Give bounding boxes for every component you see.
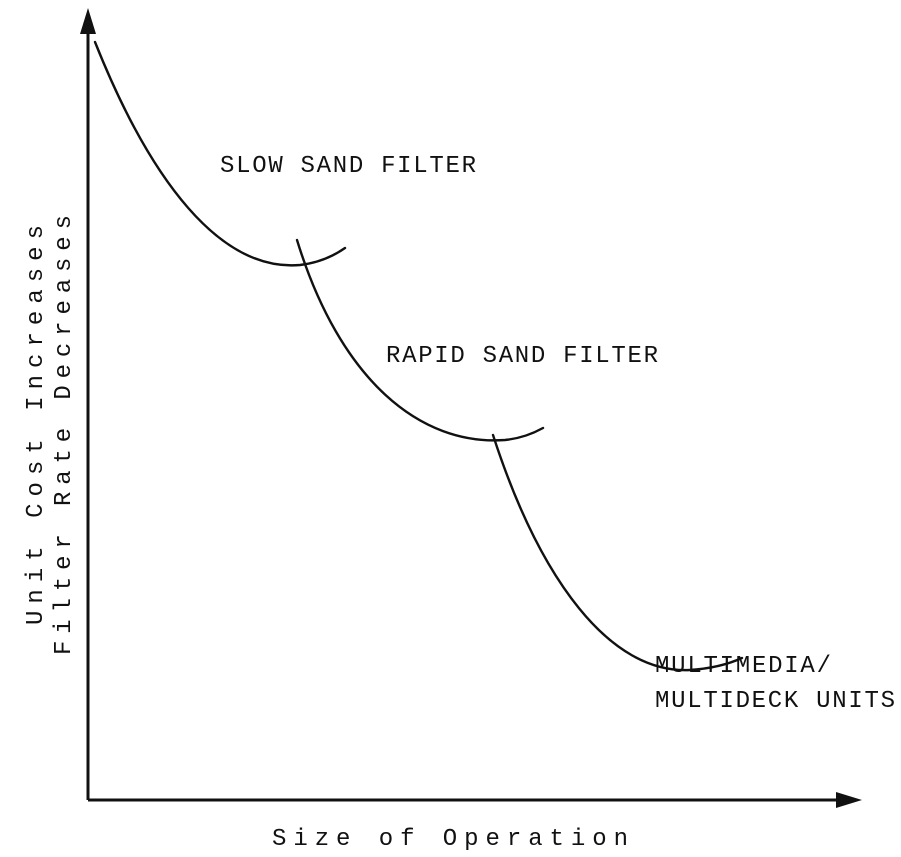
curve-label: MULTIDECK UNITS	[655, 688, 895, 715]
y-axis-label: Filter Rate Decreases	[51, 215, 78, 655]
x-axis-arrow	[836, 792, 862, 808]
curve-label: SLOW SAND FILTER	[220, 153, 476, 180]
curve-label: MULTIMEDIA/	[655, 653, 831, 680]
y-axis-arrow	[80, 8, 96, 34]
y-axis-label: Unit Cost Increases	[23, 225, 50, 625]
multimedia-curve	[491, 433, 744, 672]
curve-label: RAPID SAND FILTER	[386, 343, 658, 370]
slow-sand-curve	[93, 40, 347, 267]
rapid-sand-curve	[295, 238, 545, 442]
x-axis-label: Size of Operation	[272, 826, 628, 853]
